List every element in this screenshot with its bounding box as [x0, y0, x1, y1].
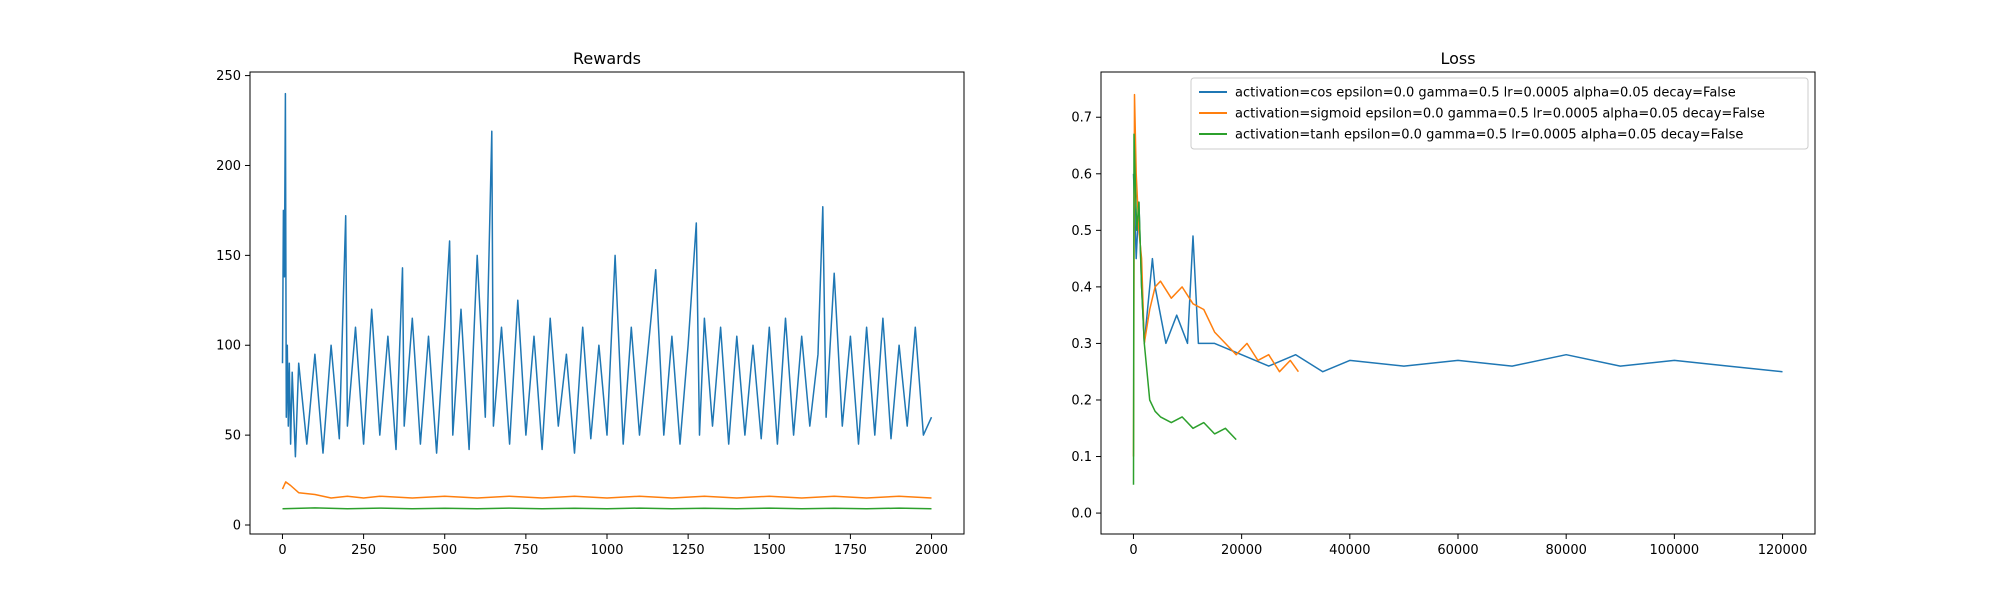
y-tick-label: 0 — [233, 519, 241, 534]
y-tick-label: 150 — [216, 249, 241, 264]
legend-entry: activation=cos epsilon=0.0 gamma=0.5 lr=… — [1235, 86, 1736, 101]
y-tick-label: 0.2 — [1071, 393, 1092, 408]
loss-ticks: 0 20000 40000 60000 80000 100000 120000 0.0 0.1 0… — [1071, 111, 1807, 558]
loss-plot-area — [1132, 93, 1783, 485]
x-tick-label: 500 — [432, 543, 457, 558]
x-tick-label: 1750 — [834, 543, 867, 558]
x-tick-label: 1000 — [590, 543, 623, 558]
x-tick-label: 20000 — [1221, 543, 1262, 558]
x-tick-label: 0 — [278, 543, 286, 558]
y-tick-label: 0.3 — [1071, 337, 1092, 352]
x-tick-label: 1500 — [753, 543, 786, 558]
y-tick-label: 0.7 — [1071, 111, 1092, 126]
rewards-ticks: 0 250 500 750 1000 1250 1500 1750 2000 0 50 100 150 2… — [216, 69, 948, 558]
y-tick-label: 0.5 — [1071, 224, 1092, 239]
loss-legend: activation=cos epsilon=0.0 gamma=0.5 lr=… — [1190, 77, 1809, 150]
x-tick-label: 250 — [351, 543, 376, 558]
x-tick-label: 80000 — [1546, 543, 1587, 558]
legend-entry: activation=sigmoid epsilon=0.0 gamma=0.5… — [1235, 107, 1765, 122]
legend-entry: activation=tanh epsilon=0.0 gamma=0.5 lr… — [1235, 128, 1743, 143]
x-tick-label: 0 — [1129, 543, 1137, 558]
loss-panel: Loss 0 20000 40000 60000 80000 100000 120000 0.… — [1071, 49, 1816, 558]
y-tick-label: 0.0 — [1071, 507, 1092, 522]
rewards-title: Rewards — [573, 49, 641, 68]
rewards-axes-frame — [249, 71, 965, 535]
legend-box — [1190, 77, 1809, 150]
y-tick-label: 100 — [216, 339, 241, 354]
loss-axes-frame — [1100, 71, 1816, 535]
rewards-panel: Rewards 0 250 500 750 1000 1250 1500 1750 2000 0 5… — [216, 49, 965, 558]
x-tick-label: 60000 — [1437, 543, 1478, 558]
x-tick-label: 40000 — [1329, 543, 1370, 558]
y-tick-label: 0.6 — [1071, 167, 1092, 182]
x-tick-label: 1250 — [672, 543, 705, 558]
series-line-0 — [281, 92, 933, 458]
series-line-2 — [1132, 133, 1237, 485]
series-line-2 — [282, 507, 932, 510]
series-line-1 — [281, 481, 932, 499]
y-tick-label: 200 — [216, 159, 241, 174]
y-tick-label: 50 — [224, 429, 241, 444]
x-tick-label: 750 — [513, 543, 538, 558]
x-tick-label: 120000 — [1758, 543, 1808, 558]
y-tick-label: 0.1 — [1071, 450, 1092, 465]
rewards-plot-area — [281, 92, 933, 510]
y-tick-label: 0.4 — [1071, 280, 1092, 295]
loss-title: Loss — [1440, 49, 1475, 68]
x-tick-label: 100000 — [1650, 543, 1700, 558]
y-tick-label: 250 — [216, 69, 241, 84]
x-tick-label: 2000 — [915, 543, 948, 558]
